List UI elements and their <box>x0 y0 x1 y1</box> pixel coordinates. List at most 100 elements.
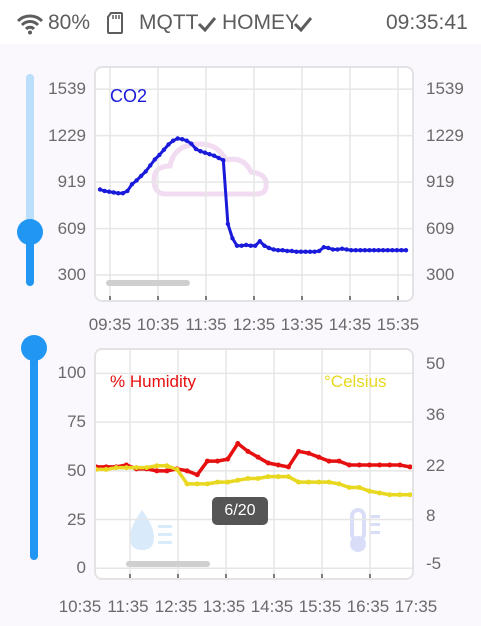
humidity-data-point <box>306 450 312 456</box>
celsius-data-point <box>113 465 119 471</box>
co2-x-tick: 10:35 <box>136 315 180 334</box>
humidity-data-point <box>387 462 393 468</box>
co2-data-point <box>161 147 167 152</box>
co2-data-point <box>211 153 217 158</box>
co2-data-point <box>239 243 244 248</box>
co2-data-point <box>294 249 299 254</box>
co2-y-tick-right: 1229 <box>426 125 464 145</box>
co2-chart-scroll-hint[interactable] <box>106 280 190 286</box>
co2-data-point <box>330 247 336 252</box>
celsius-data-point <box>296 479 302 485</box>
co2-data-point <box>202 150 208 155</box>
homey-label: HOMEY <box>222 11 300 34</box>
co2-data-point <box>248 243 253 248</box>
co2-data-point <box>321 245 326 250</box>
co2-data-point <box>289 248 295 254</box>
co2-x-tick: 09:35 <box>88 315 132 334</box>
humidity-data-point <box>326 458 332 464</box>
celsius-data-point <box>154 463 160 469</box>
humidity-y-tick-left: 100 <box>57 363 86 383</box>
co2-y-tick-left: 609 <box>57 218 86 238</box>
celsius-data-point <box>346 485 352 491</box>
co2-slider-thumb[interactable] <box>17 219 43 245</box>
co2-data-point <box>339 246 345 251</box>
humidity-x-tick: 11:35 <box>107 597 149 616</box>
celsius-data-point <box>235 477 241 483</box>
humidity-data-point <box>154 468 160 474</box>
humidity-x-tick: 12:35 <box>154 597 198 616</box>
co2-data-point <box>394 248 400 253</box>
humidity-range-slider-track[interactable] <box>30 348 38 560</box>
humidity-chart-scroll-hint[interactable] <box>126 561 210 567</box>
co2-y-tick-right: 300 <box>426 265 455 284</box>
co2-data-point <box>266 245 272 251</box>
co2-data-point <box>148 163 153 168</box>
humidity-data-point <box>255 454 261 460</box>
battery-level: 80% <box>48 11 91 34</box>
co2-data-point <box>134 178 139 183</box>
humidity-data-point <box>366 462 372 468</box>
co2-range-slider-track[interactable] <box>26 74 34 286</box>
humidity-x-tick: 14:35 <box>250 597 294 616</box>
co2-data-point <box>326 245 331 251</box>
co2-data-point <box>362 248 368 253</box>
page-indicator-toast: 6/20 <box>212 497 268 525</box>
co2-data-point <box>193 146 199 152</box>
co2-data-point <box>257 239 263 244</box>
co2-data-point <box>390 248 395 253</box>
co2-data-point <box>102 188 107 194</box>
humidity-watermark-icon <box>130 510 172 550</box>
co2-data-point <box>298 249 304 254</box>
humidity-data-point <box>194 472 200 478</box>
co2-y-tick-right: 919 <box>426 172 455 192</box>
co2-data-point <box>120 191 126 196</box>
celsius-y-tick-right: -5 <box>426 553 442 573</box>
humidity-data-point <box>356 462 362 468</box>
co2-data-point <box>312 249 317 254</box>
co2-watermark-icon <box>151 141 269 197</box>
co2-y-tick-right: 1539 <box>426 79 464 99</box>
co2-data-point <box>367 248 372 253</box>
celsius-data-point <box>204 481 210 487</box>
co2-data-point <box>275 248 281 253</box>
humidity-legend-label: % Humidity <box>110 372 196 391</box>
co2-data-point <box>335 247 340 252</box>
celsius-data-point <box>103 466 109 472</box>
co2-chart-panel[interactable]: CO2 <box>94 66 414 302</box>
co2-chart: CO2 <box>96 68 412 300</box>
check-icon <box>293 17 313 33</box>
co2-x-tick: 15:35 <box>376 315 420 334</box>
humidity-slider-thumb[interactable] <box>21 335 47 361</box>
co2-data-point <box>198 149 203 154</box>
humidity-temperature-chart: % Humidity °Celsius <box>96 350 412 578</box>
co2-data-point <box>371 248 377 253</box>
celsius-data-point <box>245 475 251 481</box>
celsius-data-point <box>134 465 140 471</box>
humidity-data-point <box>316 454 322 460</box>
co2-data-point <box>399 248 404 253</box>
thermometer-watermark-icon <box>350 508 380 552</box>
co2-data-point <box>307 249 313 254</box>
co2-data-point <box>221 158 226 163</box>
co2-data-point <box>358 248 363 253</box>
celsius-legend-label: °Celsius <box>324 372 387 391</box>
co2-y-tick-left: 300 <box>57 265 86 284</box>
co2-data-point <box>189 141 194 146</box>
celsius-data-point <box>397 492 403 498</box>
co2-data-point <box>106 189 112 194</box>
humidity-x-tick: 17:35 <box>394 597 438 616</box>
co2-data-point <box>230 236 235 241</box>
celsius-data-point <box>306 479 312 485</box>
co2-data-point <box>262 243 267 248</box>
clock: 09:35:41 <box>386 11 468 34</box>
co2-data-point <box>143 169 148 174</box>
celsius-y-tick-right: 22 <box>426 455 445 475</box>
celsius-data-point <box>174 466 180 472</box>
humidity-temperature-chart-panel[interactable]: % Humidity °Celsius <box>94 348 414 580</box>
celsius-y-tick-right: 50 <box>426 354 445 374</box>
humidity-x-tick: 16:35 <box>346 597 390 616</box>
humidity-x-tick: 15:35 <box>298 597 342 616</box>
humidity-data-point <box>245 448 251 454</box>
humidity-y-tick-left: 75 <box>67 412 86 432</box>
co2-data-point <box>344 247 349 252</box>
